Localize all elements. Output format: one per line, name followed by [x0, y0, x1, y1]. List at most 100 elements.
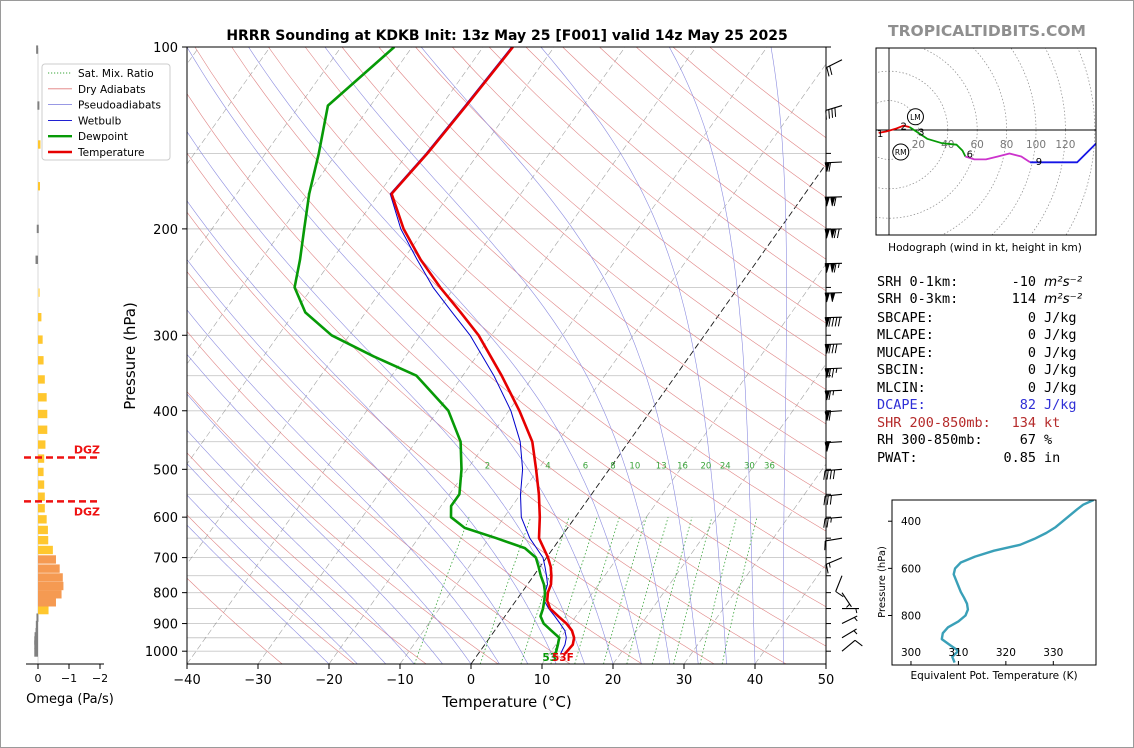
hodograph-height-label: 2	[901, 122, 907, 133]
barb-staff	[835, 575, 843, 592]
barb-feather	[831, 344, 835, 354]
index-unit: J/kg	[1044, 327, 1077, 343]
barb-flag	[824, 162, 830, 172]
omega-bar	[38, 140, 41, 149]
pseudoadiabat-line	[187, 463, 387, 664]
hodograph-ring-label: 40	[941, 139, 954, 151]
hodograph-ring-labels: 20 40 60 80 100 120	[912, 139, 1076, 151]
index-mucape: MUCAPE: 0 J/kg	[877, 345, 1077, 361]
barb-half-feather	[837, 263, 840, 268]
mixing-ratio-label: 20	[700, 461, 711, 471]
omega-bar	[38, 375, 45, 384]
index-value: 0	[1028, 327, 1036, 343]
isotherm-line	[257, 47, 697, 664]
omega-bar	[35, 255, 38, 264]
isobar-gridlines	[187, 47, 826, 664]
barb-feather	[829, 65, 833, 76]
barb-half-feather	[828, 562, 831, 568]
wind-barb	[823, 516, 843, 528]
omega-tick-label: −2	[92, 672, 108, 685]
barb-feather	[823, 470, 826, 480]
omega-x-label: Omega (Pa/s)	[26, 692, 114, 707]
index-mlcape: MLCAPE: 0 J/kg	[877, 327, 1077, 343]
hodograph-ring-label: 100	[1026, 139, 1046, 151]
dgz-label-upper: DGZ	[74, 444, 100, 457]
index-value: 0	[1028, 345, 1036, 361]
wind-barb	[841, 592, 852, 608]
barb-feather	[828, 390, 832, 401]
isotherm-line	[187, 47, 626, 664]
pressure-tick-label: 200	[153, 223, 178, 238]
mixing-ratio-line	[479, 517, 532, 664]
index-sbcape: SBCAPE: 0 J/kg	[877, 310, 1077, 326]
isotherm-line	[187, 47, 484, 465]
wind-barb	[824, 367, 843, 378]
barb-half-feather	[855, 608, 858, 614]
omega-bar	[38, 440, 46, 449]
pseudoadiabat-line	[324, 47, 671, 664]
wind-barb	[824, 316, 843, 327]
isotherm-line	[187, 47, 271, 165]
omega-bar	[36, 224, 39, 234]
barb-half-feather	[853, 617, 858, 622]
pressure-tick-label: 100	[153, 41, 178, 56]
dry-adiabat-line	[187, 211, 715, 664]
hodograph-panel: 20 40 60 80 100 120 1 23 6 9 LM RM Hodograph (win…	[875, 47, 1097, 254]
index-unit: m²s⁻²	[1044, 274, 1083, 290]
omega-bar	[38, 425, 48, 434]
theta-e-y-tick-label: 800	[901, 611, 921, 623]
index-label: SBCIN:	[877, 362, 926, 378]
barb-feather	[833, 263, 837, 273]
temperature-ticks: −40 −30 −20 −10 0 10 20 30 40 50	[173, 664, 834, 688]
index-label: MLCIN:	[877, 380, 926, 396]
hodograph-ring-label: 80	[1000, 139, 1013, 151]
theta-e-x-tick-label: 300	[901, 647, 921, 659]
mixing-ratio-line	[414, 517, 470, 664]
temperature-tick-label: 40	[747, 673, 764, 688]
temperature-tick-label: −40	[173, 673, 200, 688]
pseudoadiabat-line	[187, 200, 557, 664]
omega-bar	[35, 627, 38, 637]
barb-feather	[831, 317, 835, 327]
index-label: SHR 200-850mb:	[877, 415, 991, 431]
omega-bar	[38, 467, 44, 477]
omega-bar	[38, 573, 63, 582]
hodograph-segment	[909, 126, 967, 157]
surface-dewpoint-label: 53	[542, 652, 557, 664]
hodograph-ring-label: 60	[971, 139, 984, 151]
mixing-ratio-label: 8	[610, 461, 615, 471]
sounding-profiles	[293, 47, 576, 655]
omega-bar	[38, 312, 42, 322]
dry-adiabat-line	[304, 47, 826, 495]
pseudoadiabat-line	[770, 47, 787, 664]
pressure-tick-label: 300	[153, 329, 178, 344]
wind-barb	[824, 389, 843, 401]
profile-temperature	[390, 47, 576, 655]
index-label: SBCAPE:	[877, 310, 934, 326]
storm-motion-circle	[892, 143, 910, 161]
wind-barb	[824, 537, 843, 551]
barb-feather	[825, 110, 827, 120]
dry-adiabat-line	[341, 47, 826, 460]
index-value: -10	[1012, 274, 1036, 290]
barb-flag	[824, 317, 830, 327]
barb-feather	[828, 368, 832, 378]
index-value: 67	[1020, 432, 1036, 448]
hodograph-segment	[965, 152, 1031, 164]
omega-bar	[38, 393, 47, 402]
barb-staff	[826, 557, 843, 565]
dry-adiabat-line	[415, 47, 826, 390]
hodograph-height-label: 6	[967, 150, 973, 161]
omega-tick-label: 0	[35, 672, 42, 685]
hodograph-segment	[878, 124, 910, 134]
theta-e-y-tick-label: 400	[901, 516, 921, 528]
index-shear-200-850: SHR 200-850mb: 134 kt	[877, 415, 1060, 431]
theta-e-y-label: Pressure (hPa)	[877, 546, 888, 618]
mixing-ratio-label: 24	[720, 461, 731, 471]
profile-dewpoint	[293, 47, 561, 655]
pseudoadiabat-line	[187, 429, 415, 664]
index-value: 0	[1028, 362, 1036, 378]
chart-title: HRRR Sounding at KDKB Init: 13z May 25 […	[226, 28, 787, 44]
dry-adiabat-line	[187, 452, 427, 664]
index-label: SRH 0-3km:	[877, 291, 958, 307]
